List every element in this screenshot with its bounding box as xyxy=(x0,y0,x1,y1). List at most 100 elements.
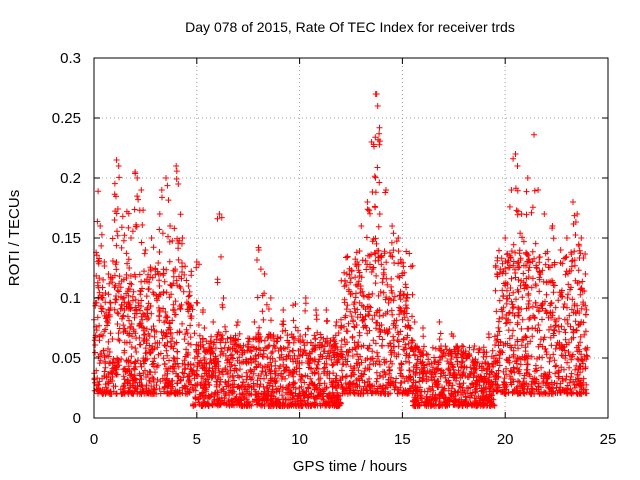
data-point-dense xyxy=(376,361,383,368)
data-point-cluster xyxy=(447,370,454,377)
data-point-cluster xyxy=(214,279,221,286)
data-point-dense xyxy=(229,351,235,358)
data-point-dense xyxy=(273,388,280,395)
data-point-dense xyxy=(235,336,242,343)
data-point-cluster xyxy=(376,124,383,131)
data-point-dense xyxy=(156,307,163,314)
data-point-cluster xyxy=(556,344,563,351)
data-point-dense xyxy=(474,373,481,380)
data-point xyxy=(115,163,122,169)
data-point-dense xyxy=(577,291,584,298)
data-point-dense xyxy=(352,294,359,301)
data-point-cluster xyxy=(177,211,184,218)
data-point-cluster xyxy=(547,300,554,307)
data-point xyxy=(128,235,134,241)
data-point xyxy=(185,283,192,289)
data-point-dense xyxy=(114,309,121,316)
data-point-cluster xyxy=(504,295,511,302)
data-point-cluster xyxy=(184,306,191,313)
data-point-dense xyxy=(193,371,200,378)
data-point-dense xyxy=(367,382,373,389)
data-point-dense xyxy=(460,343,467,350)
data-point-dense xyxy=(103,309,110,316)
data-point-dense xyxy=(174,348,181,355)
data-point-dense xyxy=(151,386,158,393)
data-point xyxy=(518,211,525,217)
data-point-dense xyxy=(278,375,285,382)
data-point-dense xyxy=(582,328,589,335)
data-point-cluster xyxy=(279,328,286,335)
data-point-cluster xyxy=(129,228,136,235)
data-point-dense xyxy=(550,351,557,358)
data-point xyxy=(389,223,396,229)
data-point-dense xyxy=(230,355,237,362)
data-point xyxy=(280,307,287,313)
data-point-cluster xyxy=(257,266,264,273)
data-point-dense xyxy=(442,394,448,401)
data-point-dense xyxy=(396,311,403,318)
data-point-dense xyxy=(271,343,278,350)
data-point-cluster xyxy=(356,269,363,276)
data-point-cluster xyxy=(120,322,127,329)
data-point-cluster xyxy=(259,353,266,360)
data-point-cluster xyxy=(564,304,570,311)
x-tick-label: 15 xyxy=(394,431,411,448)
data-point-dense xyxy=(155,362,161,369)
data-point-dense xyxy=(535,389,541,395)
data-point-dense xyxy=(496,297,503,304)
data-point-dense xyxy=(578,305,585,312)
data-point-dense xyxy=(182,331,189,338)
data-point-dense xyxy=(579,278,586,285)
data-point-dense xyxy=(140,332,147,338)
x-axis-label: GPS time / hours xyxy=(293,458,407,475)
data-point-dense xyxy=(402,341,409,348)
data-point-cluster xyxy=(503,300,510,307)
data-point-dense xyxy=(94,314,101,321)
data-point-dense xyxy=(267,359,274,366)
data-point-cluster xyxy=(504,250,511,257)
data-point-cluster xyxy=(133,221,140,228)
data-point-dense xyxy=(526,388,533,395)
data-point-dense xyxy=(563,253,570,260)
data-point-dense xyxy=(121,385,128,392)
data-point-cluster xyxy=(382,189,389,196)
data-point-cluster xyxy=(96,257,102,264)
data-point-cluster xyxy=(186,303,193,310)
data-point-cluster xyxy=(565,291,571,298)
data-point-dense xyxy=(121,347,128,354)
data-point-dense xyxy=(376,333,383,340)
data-point-cluster xyxy=(472,379,479,386)
data-point-dense xyxy=(483,353,490,360)
data-point-cluster xyxy=(253,334,260,340)
data-point-dense xyxy=(305,394,312,401)
data-point-dense xyxy=(123,358,130,365)
data-point-dense xyxy=(573,327,580,334)
data-point-dense xyxy=(491,333,498,340)
data-point-dense xyxy=(139,383,146,390)
data-point-dense xyxy=(285,382,292,389)
data-point-dense xyxy=(142,345,149,352)
data-point-dense xyxy=(309,380,316,387)
data-point-cluster xyxy=(396,274,403,281)
data-point-dense xyxy=(406,367,413,374)
data-point-dense xyxy=(503,365,510,372)
data-point-dense xyxy=(304,360,311,367)
data-point-cluster xyxy=(419,368,426,374)
data-point-cluster xyxy=(345,320,352,327)
data-point-dense xyxy=(290,384,297,391)
data-point-dense xyxy=(514,312,521,319)
data-point-dense xyxy=(278,371,285,377)
data-point-dense xyxy=(329,395,336,401)
data-point-dense xyxy=(266,366,273,373)
data-point-dense xyxy=(269,389,276,396)
data-point-dense xyxy=(105,291,112,298)
data-point-dense xyxy=(246,335,253,342)
data-point-cluster xyxy=(492,342,498,348)
data-point-cluster xyxy=(314,329,321,336)
data-point-dense xyxy=(240,379,247,386)
data-point xyxy=(494,271,500,277)
data-point-dense xyxy=(157,350,164,357)
data-point-dense xyxy=(140,325,147,331)
data-point-dense xyxy=(529,385,536,392)
data-point-dense xyxy=(442,400,449,407)
